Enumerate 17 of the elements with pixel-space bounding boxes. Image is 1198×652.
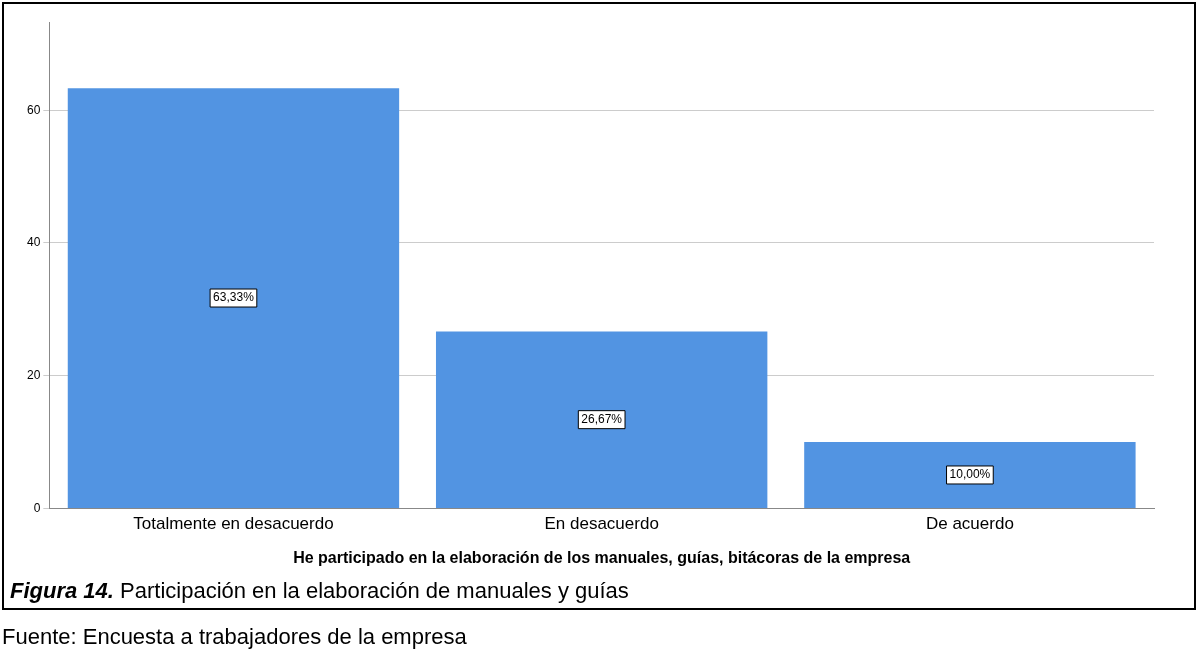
- y-tick-label: 40: [26, 235, 41, 250]
- text: Figura 14.: [10, 578, 114, 603]
- x-tick-label: De acuerdo: [925, 514, 1014, 534]
- y-tick-label: 20: [26, 368, 41, 382]
- text: Participación en la elaboración de manuales y guías: [120, 578, 629, 603]
- data-label: 10,00%: [949, 467, 991, 482]
- data-label: 63,33%: [213, 290, 255, 305]
- data-label: 26,67%: [581, 411, 623, 426]
- bar: [804, 442, 1136, 508]
- bar: [67, 88, 400, 508]
- x-tick-label: En desacuerdo: [544, 514, 659, 534]
- x-tick-label: Totalmente en desacuerdo: [133, 514, 334, 534]
- y-tick-label: 0: [33, 500, 41, 515]
- source-note: Fuente: Encuesta a trabajadores de la empresa: [2, 624, 467, 650]
- bar: [435, 331, 768, 508]
- y-tick-label: 60: [26, 102, 41, 117]
- x-axis-title: He participado en la elaboración de los manuales, guías, bitácoras de la empresa: [293, 548, 911, 566]
